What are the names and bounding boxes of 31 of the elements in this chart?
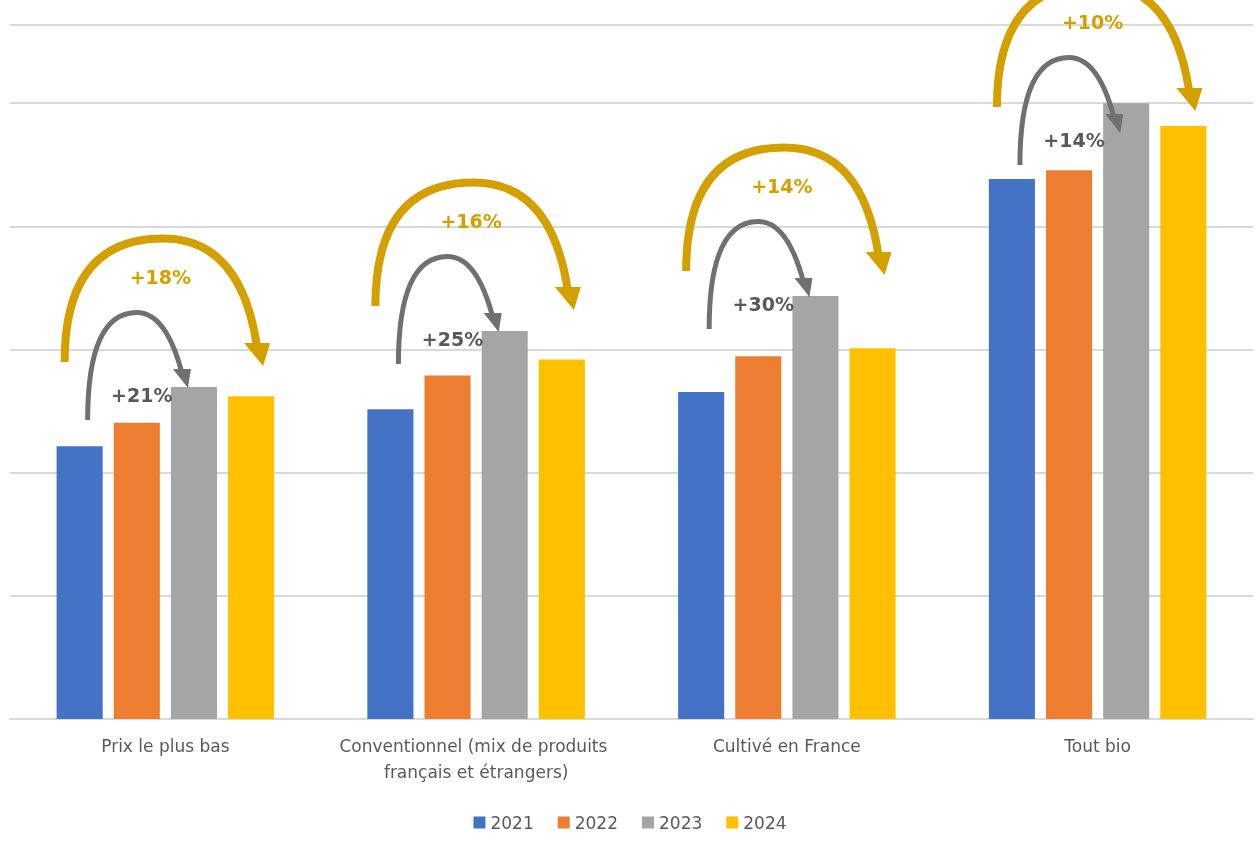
bar bbox=[481, 331, 528, 719]
bar bbox=[170, 387, 217, 719]
bar bbox=[1103, 103, 1150, 719]
x-tick-label: Tout bio bbox=[1063, 736, 1131, 756]
legend-label: 2024 bbox=[743, 812, 787, 833]
annotation: +21% bbox=[111, 384, 173, 407]
annotation: +25% bbox=[421, 328, 484, 351]
annotation: +14% bbox=[1043, 129, 1105, 151]
legend-label: 2022 bbox=[574, 812, 618, 833]
legend-label: 2023 bbox=[659, 812, 703, 833]
bar bbox=[56, 446, 103, 719]
x-tick-label: Conventionnel (mix de produits français et étrangers) bbox=[339, 736, 613, 782]
bar bbox=[1046, 170, 1093, 719]
bar bbox=[792, 295, 839, 719]
bar bbox=[228, 396, 275, 719]
bar bbox=[1160, 125, 1207, 719]
x-tick-label: Cultivé en France bbox=[712, 736, 861, 756]
legend-label: 2021 bbox=[490, 812, 534, 833]
bar bbox=[678, 392, 725, 719]
annotation: +18% bbox=[129, 266, 192, 289]
bar bbox=[538, 359, 585, 719]
text: +10% bbox=[1061, 11, 1124, 33]
bar bbox=[424, 375, 471, 719]
bar bbox=[367, 409, 414, 719]
bar bbox=[988, 178, 1035, 719]
annotation: +14% bbox=[751, 174, 813, 197]
annotation: +16% bbox=[440, 210, 502, 233]
x-tick-label: Prix le plus bas bbox=[101, 736, 230, 756]
bar bbox=[849, 348, 896, 719]
bar bbox=[735, 356, 782, 719]
annotation: +30% bbox=[732, 292, 794, 315]
